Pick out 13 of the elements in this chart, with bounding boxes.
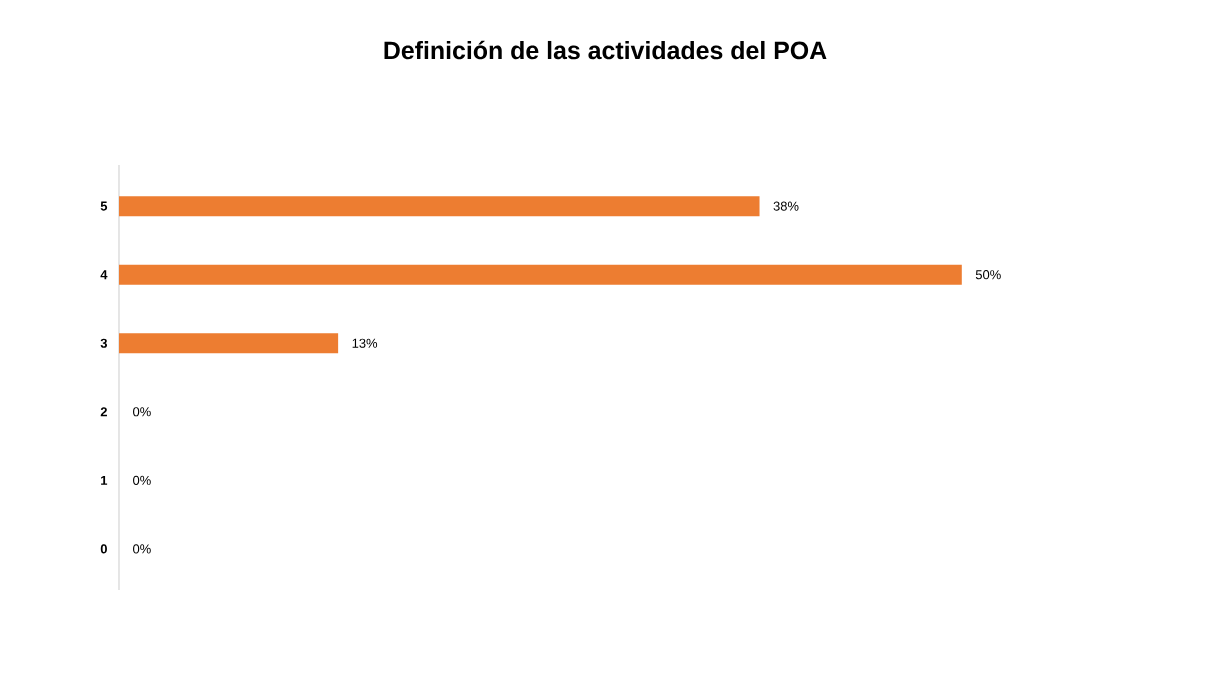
y-tick-label: 2 <box>100 407 107 417</box>
data-label: 0% <box>133 407 151 417</box>
y-tick-label: 3 <box>100 338 108 348</box>
data-label: 0% <box>133 475 151 485</box>
chart-title: Definición de las actividades del POA <box>384 40 827 60</box>
y-tick-label: 0 <box>100 544 107 554</box>
data-label: 13% <box>352 338 378 348</box>
y-tick-label: 5 <box>100 201 108 211</box>
y-tick-label: 4 <box>100 270 108 280</box>
data-label: 0% <box>133 544 151 554</box>
data-label: 50% <box>975 270 1001 280</box>
y-tick-label: 1 <box>101 475 108 485</box>
data-label: 38% <box>773 201 799 211</box>
